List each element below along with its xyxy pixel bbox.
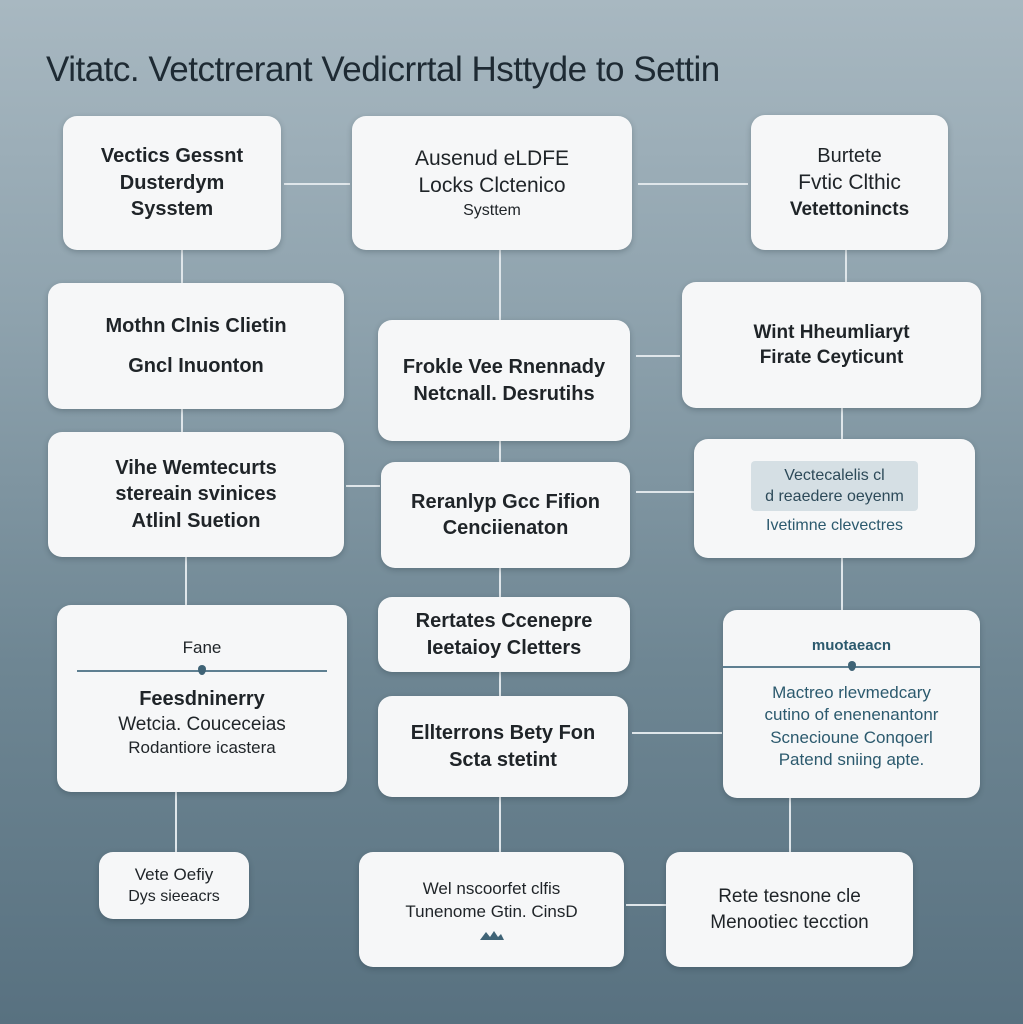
node-text: Frokle Vee Rnennady	[402, 356, 606, 379]
node-text: Mothn Clnis Clietin	[105, 314, 287, 337]
node-center-1[interactable]: Ausenud eLDFE Locks Clctenico Systtem	[352, 116, 632, 250]
node-text: Dusterdym	[119, 171, 225, 194]
node-text: Vihe Wemtecurts	[115, 456, 277, 479]
node-text: d reaedere oeyenm	[765, 487, 904, 505]
node-center-2[interactable]: Frokle Vee Rnennady Netcnall. Desrutihs	[378, 320, 630, 441]
node-text: Tunenome Gtin. CinsD	[405, 901, 578, 921]
node-text: Ellterrons Bety Fon	[410, 722, 596, 745]
node-right-4[interactable]: muotaeacn Mactreo rlevmedcary cutino of …	[723, 610, 980, 798]
node-left-2[interactable]: Mothn Clnis Clietin Gncl Inuonton	[48, 283, 344, 409]
node-text: Sysstem	[130, 198, 214, 221]
node-text: Vectics Gessnt	[100, 145, 244, 168]
node-text: Wel nscoorfet clfis	[422, 879, 561, 899]
node-text: Gncl Inuonton	[128, 355, 264, 377]
node-text: Atlinl Suetion	[131, 509, 261, 532]
node-text: Scnecioune Conqoerl	[770, 727, 933, 747]
node-text: Burtete	[817, 144, 882, 167]
node-text: Mactreo rlevmedcary	[772, 683, 931, 703]
node-center-4[interactable]: Rertates Ccenepre Ieetaioy Cletters	[378, 597, 630, 672]
node-text: cutino of enenenantonr	[764, 705, 939, 725]
node-text: Vetettonincts	[789, 199, 910, 221]
node-text: Dys sieeacrs	[128, 888, 220, 906]
node-text: Ieetaioy Cletters	[426, 636, 582, 659]
node-text: Rertates Ccenepre	[415, 610, 593, 633]
node-header: muotaeacn	[811, 637, 892, 655]
node-left-5[interactable]: Vete Oefiy Dys sieeacrs	[99, 852, 249, 919]
node-right-3[interactable]: Vectecalelis cl d reaedere oeyenm Ivetim…	[694, 439, 975, 558]
header-divider	[77, 664, 327, 675]
node-text: Ivetimne clevectres	[766, 517, 903, 535]
node-right-5[interactable]: Rete tesnone cle Menootiec tecction	[666, 852, 913, 967]
node-text: Firate Ceyticunt	[759, 347, 904, 368]
node-text: Vectecalelis cl	[784, 466, 885, 484]
node-text: Scta stetint	[449, 748, 557, 771]
diagram-title: Vitatc. Vetctrerant Vedicrrtal Hsttyde t…	[46, 50, 720, 89]
node-left-1[interactable]: Vectics Gessnt Dusterdym Sysstem	[63, 116, 281, 250]
node-text: stereain svinices	[115, 483, 277, 506]
node-center-5[interactable]: Ellterrons Bety Fon Scta stetint	[378, 696, 628, 797]
header-divider	[723, 661, 980, 672]
highlighted-note: Vectecalelis cl d reaedere oeyenm	[751, 460, 918, 512]
node-text: Rodantiore icastera	[128, 738, 276, 758]
node-text: Reranlyp Gcc Fifion	[411, 490, 600, 513]
node-left-4[interactable]: Fane Feesdninerry Wetcia. Couceceias Rod…	[57, 605, 347, 792]
node-text: Fvtic Clthic	[798, 171, 901, 195]
node-text: Rete tesnone cle	[718, 886, 861, 908]
node-text: Netcnall. Desrutihs	[413, 382, 595, 405]
node-header: Fane	[182, 638, 222, 658]
node-text: Ausenud eLDFE	[414, 146, 570, 170]
node-right-1[interactable]: Burtete Fvtic Clthic Vetettonincts	[751, 115, 948, 250]
node-text: Systtem	[463, 202, 521, 220]
node-center-6[interactable]: Wel nscoorfet clfis Tunenome Gtin. CinsD	[359, 852, 624, 967]
node-left-3[interactable]: Vihe Wemtecurts stereain svinices Atlinl…	[48, 432, 344, 557]
node-text: Wetcia. Couceceias	[118, 714, 286, 736]
node-text: Wint Hheumliaryt	[753, 321, 910, 343]
mountain-icon	[479, 930, 504, 940]
node-text: Feesdninerry	[139, 687, 265, 710]
node-right-2[interactable]: Wint Hheumliaryt Firate Ceyticunt	[682, 282, 981, 408]
node-text: Menootiec tecction	[710, 911, 869, 933]
node-text: Vete Oefiy	[134, 864, 214, 884]
node-text: Patend sniing apte.	[778, 750, 925, 770]
node-center-3[interactable]: Reranlyp Gcc Fifion Cenciienaton	[381, 462, 630, 568]
node-text: Locks Clctenico	[418, 174, 566, 198]
node-text: Cenciienaton	[442, 517, 569, 539]
